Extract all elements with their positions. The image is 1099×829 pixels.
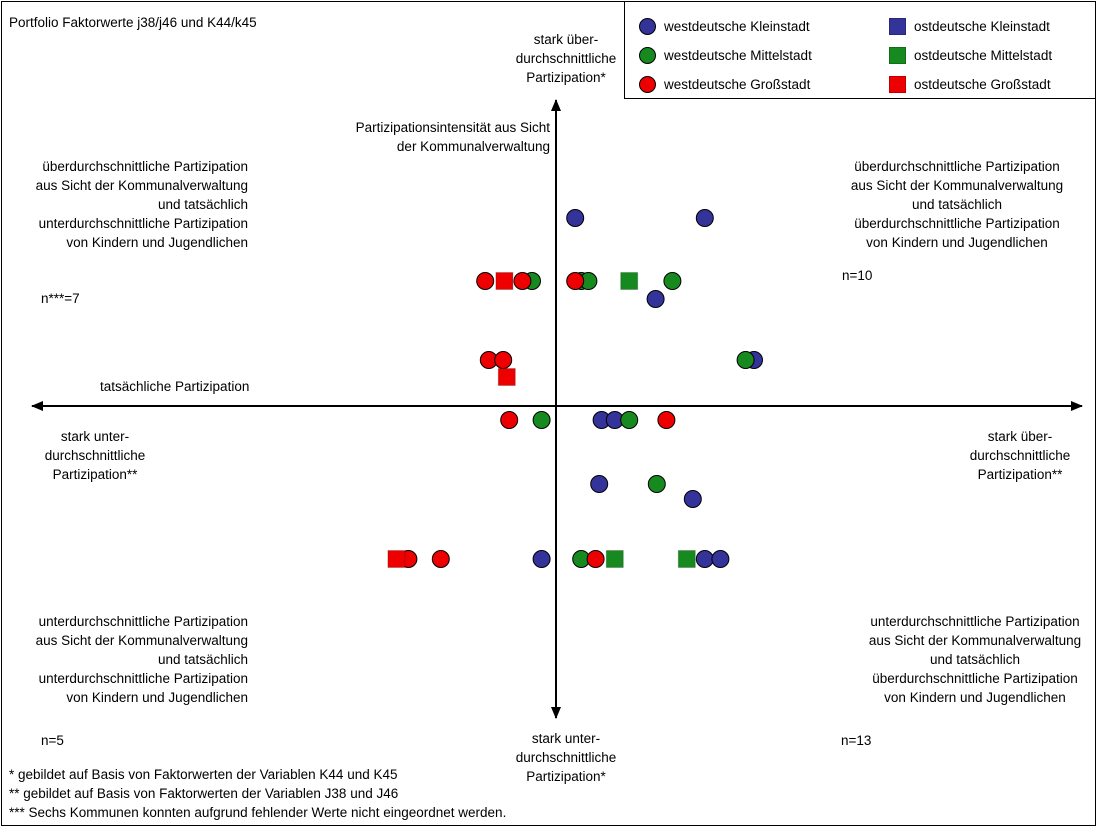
x-axis-title: tatsächliche Partizipation bbox=[100, 379, 250, 394]
legend-label: ostdeutsche Mittelstadt bbox=[914, 47, 1053, 63]
legend-label: ostdeutsche Kleinstadt bbox=[914, 18, 1050, 34]
data-point-s5-p2 bbox=[387, 550, 406, 568]
data-point-s1-p3 bbox=[663, 272, 682, 290]
data-point-s0-p10 bbox=[711, 550, 730, 568]
legend-label: ostdeutsche Großstadt bbox=[914, 76, 1051, 92]
legend-item-ost-mittel: ostdeutsche Mittelstadt bbox=[889, 43, 1052, 67]
data-point-s0-p2 bbox=[646, 290, 665, 308]
data-point-s1-p6 bbox=[620, 411, 639, 429]
data-point-s0-p8 bbox=[532, 550, 551, 568]
data-point-s2-p1 bbox=[513, 272, 532, 290]
legend: westdeutsche Kleinstadt westdeutsche Mit… bbox=[624, 1, 1096, 99]
legend-label: westdeutsche Mittelstadt bbox=[664, 47, 812, 63]
legend-symbol bbox=[889, 46, 906, 64]
legend-item-ost-klein: ostdeutsche Kleinstadt bbox=[889, 14, 1050, 38]
quadrant-bottom-left-text: unterdurchschnittliche Partizipation aus… bbox=[35, 614, 248, 705]
data-point-s4-p0 bbox=[620, 272, 639, 290]
data-point-s2-p2 bbox=[566, 272, 585, 290]
data-point-s5-p0 bbox=[495, 272, 514, 290]
quadrant-bottom-right-n: n=13 bbox=[841, 733, 872, 748]
legend-symbol bbox=[639, 17, 656, 35]
legend-symbol bbox=[639, 75, 656, 93]
data-point-s4-p2 bbox=[677, 550, 696, 568]
data-point-s1-p4 bbox=[736, 351, 755, 369]
data-point-s2-p9 bbox=[586, 550, 605, 568]
data-point-s0-p0 bbox=[566, 209, 585, 227]
x-axis-right-label: stark über- durchschnittliche Partizipat… bbox=[969, 429, 1071, 482]
data-point-s1-p5 bbox=[532, 411, 551, 429]
y-axis-title: Partizipationsintensität aus Sicht der K… bbox=[355, 120, 550, 154]
data-point-s0-p6 bbox=[590, 475, 609, 493]
data-point-s2-p8 bbox=[431, 550, 450, 568]
data-point-s2-p0 bbox=[476, 272, 495, 290]
data-marks bbox=[387, 209, 763, 568]
data-point-s2-p4 bbox=[494, 351, 513, 369]
y-axis-top-label: stark über- durchschnittliche Partizipat… bbox=[515, 32, 617, 85]
footnote-1: * gebildet auf Basis von Faktorwerten de… bbox=[9, 767, 398, 782]
quadrant-top-right-n: n=10 bbox=[842, 268, 873, 283]
data-point-s5-p1 bbox=[497, 368, 516, 386]
footnote-2: ** gebildet auf Basis von Faktorwerten d… bbox=[9, 786, 399, 801]
diagram-title: Portfolio Faktorwerte j38/j46 und K44/k4… bbox=[9, 15, 257, 30]
legend-symbol bbox=[889, 75, 906, 93]
footnote-3: *** Sechs Kommunen konnten aufgrund fehl… bbox=[9, 805, 507, 820]
quadrant-top-left-text: überdurchschnittliche Partizipation aus … bbox=[35, 159, 248, 250]
data-point-s1-p7 bbox=[647, 475, 666, 493]
legend-item-west-gross: westdeutsche Großstadt bbox=[639, 72, 810, 96]
legend-label: westdeutsche Großstadt bbox=[664, 76, 811, 92]
quadrant-bottom-right-text: unterdurchschnittliche Partizipation aus… bbox=[868, 614, 1082, 705]
y-axis-bottom-label: stark unter- durchschnittliche Partizipa… bbox=[515, 731, 617, 784]
data-point-s0-p1 bbox=[695, 209, 714, 227]
legend-item-ost-gross: ostdeutsche Großstadt bbox=[889, 72, 1051, 96]
quadrant-top-right-text: überdurchschnittliche Partizipation aus … bbox=[850, 159, 1064, 250]
legend-symbol bbox=[889, 17, 906, 35]
legend-item-west-mittel: westdeutsche Mittelstadt bbox=[639, 43, 812, 67]
data-point-s2-p6 bbox=[657, 411, 676, 429]
quadrant-top-left-n: n***=7 bbox=[41, 291, 80, 306]
data-point-s0-p7 bbox=[683, 490, 702, 508]
data-point-s2-p5 bbox=[500, 411, 519, 429]
data-point-s0-p9 bbox=[695, 550, 714, 568]
legend-symbol bbox=[639, 46, 656, 64]
data-point-s4-p1 bbox=[605, 550, 624, 568]
legend-item-west-klein: westdeutsche Kleinstadt bbox=[639, 14, 810, 38]
legend-label: westdeutsche Kleinstadt bbox=[664, 18, 810, 34]
x-axis-left-label: stark unter- durchschnittliche Partizipa… bbox=[44, 429, 146, 482]
quadrant-bottom-left-n: n=5 bbox=[41, 733, 64, 748]
